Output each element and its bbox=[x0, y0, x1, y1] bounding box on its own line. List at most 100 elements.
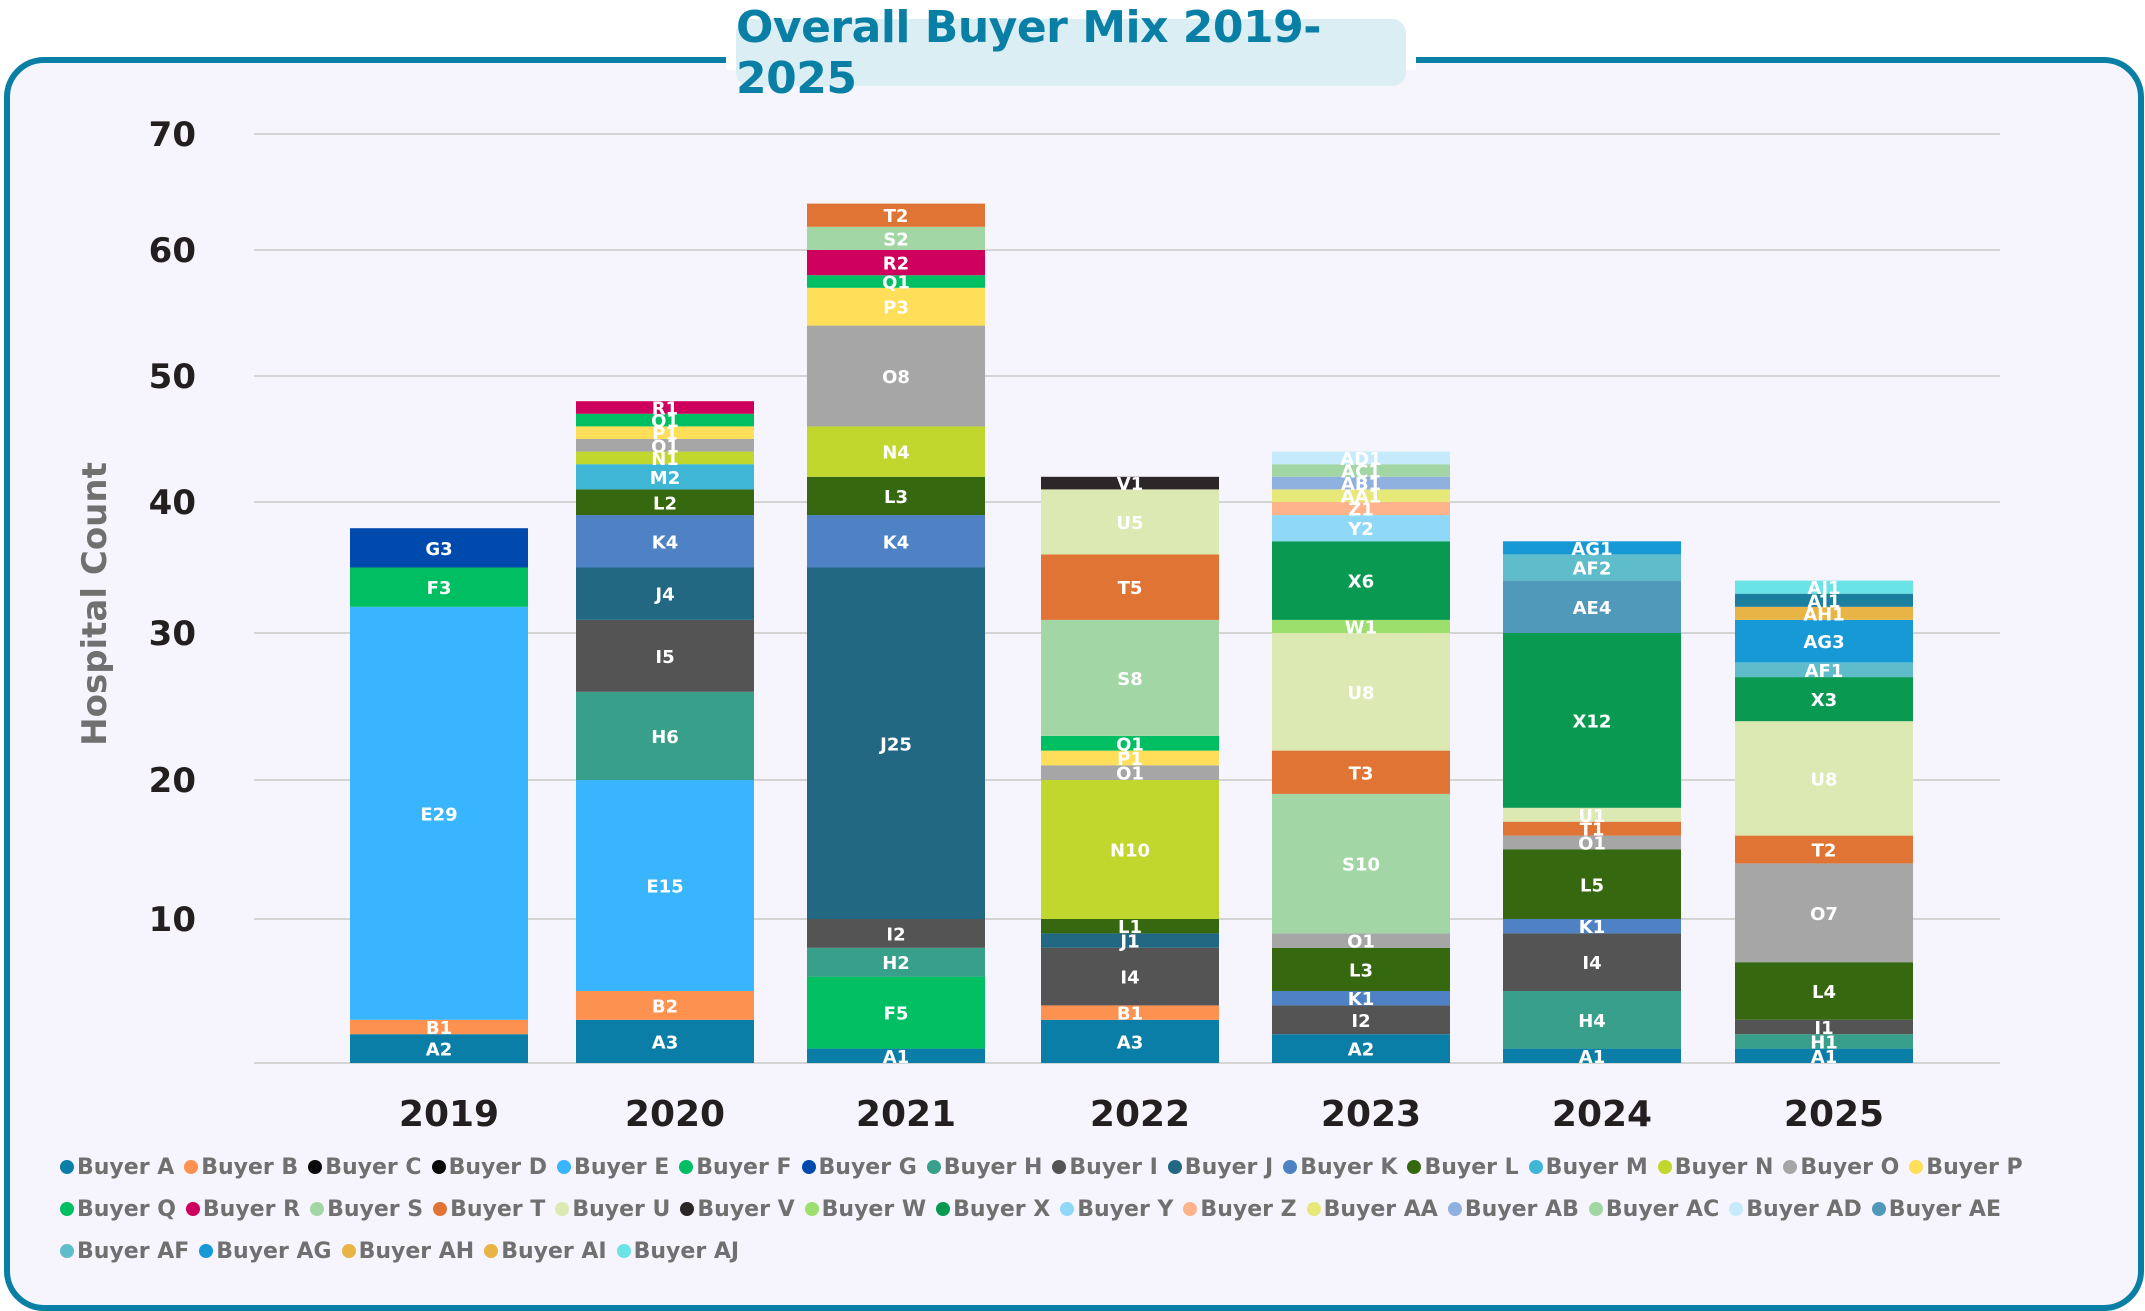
bar-segment[interactable] bbox=[350, 528, 528, 568]
bar-segment[interactable] bbox=[576, 451, 754, 465]
bar-segment[interactable] bbox=[576, 401, 754, 414]
bar-segment[interactable] bbox=[1272, 1034, 1450, 1063]
legend-item[interactable]: Buyer X bbox=[936, 1194, 1050, 1224]
legend-item[interactable]: Buyer AC bbox=[1588, 1194, 1719, 1224]
bar-segment[interactable] bbox=[1041, 554, 1219, 620]
legend-item[interactable]: Buyer AD bbox=[1729, 1194, 1862, 1224]
bar-segment[interactable] bbox=[1735, 721, 1913, 836]
legend-item[interactable]: Buyer Y bbox=[1060, 1194, 1173, 1224]
legend-item[interactable]: Buyer C bbox=[308, 1152, 422, 1182]
bar-segment[interactable] bbox=[1503, 807, 1681, 822]
legend-item[interactable]: Buyer AH bbox=[341, 1236, 474, 1266]
bar-segment[interactable] bbox=[1503, 821, 1681, 836]
bar-segment[interactable] bbox=[807, 567, 985, 920]
bar-segment[interactable] bbox=[1041, 1005, 1219, 1020]
bar-segment[interactable] bbox=[1041, 1019, 1219, 1063]
legend-item[interactable]: Buyer AA bbox=[1306, 1194, 1438, 1224]
bar-segment[interactable] bbox=[807, 976, 985, 1049]
bar-segment[interactable] bbox=[1041, 750, 1219, 766]
bar-segment[interactable] bbox=[1735, 662, 1913, 678]
bar-segment[interactable] bbox=[1041, 947, 1219, 1006]
legend-item[interactable]: Buyer T bbox=[433, 1194, 545, 1224]
bar-segment[interactable] bbox=[807, 203, 985, 227]
legend-item[interactable]: Buyer O bbox=[1783, 1152, 1899, 1182]
bar-segment[interactable] bbox=[350, 606, 528, 1020]
bar-segment[interactable] bbox=[576, 1019, 754, 1063]
bar-segment[interactable] bbox=[1735, 863, 1913, 963]
bar-segment[interactable] bbox=[576, 489, 754, 516]
bar-segment[interactable] bbox=[350, 1019, 528, 1035]
legend-item[interactable]: Buyer G bbox=[801, 1152, 917, 1182]
bar-segment[interactable] bbox=[807, 426, 985, 477]
bar-segment[interactable] bbox=[1041, 735, 1219, 751]
bar-segment[interactable] bbox=[1272, 1005, 1450, 1035]
legend-item[interactable]: Buyer AF bbox=[60, 1236, 189, 1266]
legend-item[interactable]: Buyer I bbox=[1052, 1152, 1158, 1182]
bar-segment[interactable] bbox=[576, 515, 754, 568]
legend-item[interactable]: Buyer J bbox=[1167, 1152, 1273, 1182]
bar-segment[interactable] bbox=[1272, 793, 1450, 934]
bar-segment[interactable] bbox=[807, 250, 985, 276]
legend-item[interactable]: Buyer Q bbox=[60, 1194, 176, 1224]
bar-segment[interactable] bbox=[1272, 991, 1450, 1006]
bar-segment[interactable] bbox=[576, 991, 754, 1020]
legend-item[interactable]: Buyer AB bbox=[1447, 1194, 1579, 1224]
bar-segment[interactable] bbox=[1272, 750, 1450, 794]
bar-segment[interactable] bbox=[1503, 1048, 1681, 1063]
bar-segment[interactable] bbox=[350, 567, 528, 607]
bar-segment[interactable] bbox=[1735, 835, 1913, 864]
legend-item[interactable]: Buyer M bbox=[1528, 1152, 1648, 1182]
legend-item[interactable]: Buyer Z bbox=[1183, 1194, 1297, 1224]
legend-item[interactable]: Buyer AI bbox=[484, 1236, 607, 1266]
bar-segment[interactable] bbox=[576, 426, 754, 439]
bar-segment[interactable] bbox=[1735, 619, 1913, 663]
bar-segment[interactable] bbox=[1041, 780, 1219, 919]
bar-segment[interactable] bbox=[1735, 1034, 1913, 1049]
bar-segment[interactable] bbox=[1272, 947, 1450, 991]
bar-segment[interactable] bbox=[576, 413, 754, 427]
bar-segment[interactable] bbox=[576, 780, 754, 991]
bar-segment[interactable] bbox=[1503, 991, 1681, 1049]
bar-segment[interactable] bbox=[1503, 933, 1681, 991]
bar-segment[interactable] bbox=[1503, 633, 1681, 808]
bar-segment[interactable] bbox=[807, 1048, 985, 1063]
bar-segment[interactable] bbox=[807, 947, 985, 977]
bar-segment[interactable] bbox=[576, 567, 754, 620]
legend-item[interactable]: Buyer V bbox=[680, 1194, 795, 1224]
bar-segment[interactable] bbox=[1041, 933, 1219, 948]
legend-item[interactable]: Buyer S bbox=[310, 1194, 423, 1224]
bar-segment[interactable] bbox=[1735, 962, 1913, 1020]
bar-segment[interactable] bbox=[1272, 933, 1450, 948]
bar-segment[interactable] bbox=[1272, 619, 1450, 633]
bar-segment[interactable] bbox=[350, 1034, 528, 1063]
bar-segment[interactable] bbox=[1735, 606, 1913, 620]
legend-item[interactable]: Buyer L bbox=[1407, 1152, 1519, 1182]
bar-segment[interactable] bbox=[1041, 476, 1219, 490]
bar-segment[interactable] bbox=[1272, 541, 1450, 620]
legend-item[interactable]: Buyer F bbox=[679, 1152, 792, 1182]
bar-segment[interactable] bbox=[576, 619, 754, 692]
bar-segment[interactable] bbox=[1272, 502, 1450, 516]
bar-segment[interactable] bbox=[1041, 765, 1219, 780]
bar-segment[interactable] bbox=[807, 275, 985, 288]
bar-segment[interactable] bbox=[576, 439, 754, 452]
bar-segment[interactable] bbox=[1735, 677, 1913, 722]
bar-segment[interactable] bbox=[1503, 919, 1681, 934]
bar-segment[interactable] bbox=[807, 919, 985, 948]
bar-segment[interactable] bbox=[1503, 849, 1681, 920]
bar-segment[interactable] bbox=[1272, 515, 1450, 542]
bar-segment[interactable] bbox=[1503, 541, 1681, 555]
bar-segment[interactable] bbox=[807, 476, 985, 516]
bar-segment[interactable] bbox=[807, 226, 985, 250]
legend-item[interactable]: Buyer N bbox=[1657, 1152, 1773, 1182]
legend-item[interactable]: Buyer D bbox=[431, 1152, 547, 1182]
bar-segment[interactable] bbox=[1503, 835, 1681, 850]
bar-segment[interactable] bbox=[1272, 633, 1450, 751]
bar-segment[interactable] bbox=[1272, 451, 1450, 465]
bar-segment[interactable] bbox=[807, 287, 985, 326]
legend-item[interactable]: Buyer E bbox=[557, 1152, 669, 1182]
legend-item[interactable]: Buyer P bbox=[1909, 1152, 2023, 1182]
bar-segment[interactable] bbox=[1735, 1048, 1913, 1063]
bar-segment[interactable] bbox=[1272, 489, 1450, 502]
bar-segment[interactable] bbox=[1041, 919, 1219, 934]
